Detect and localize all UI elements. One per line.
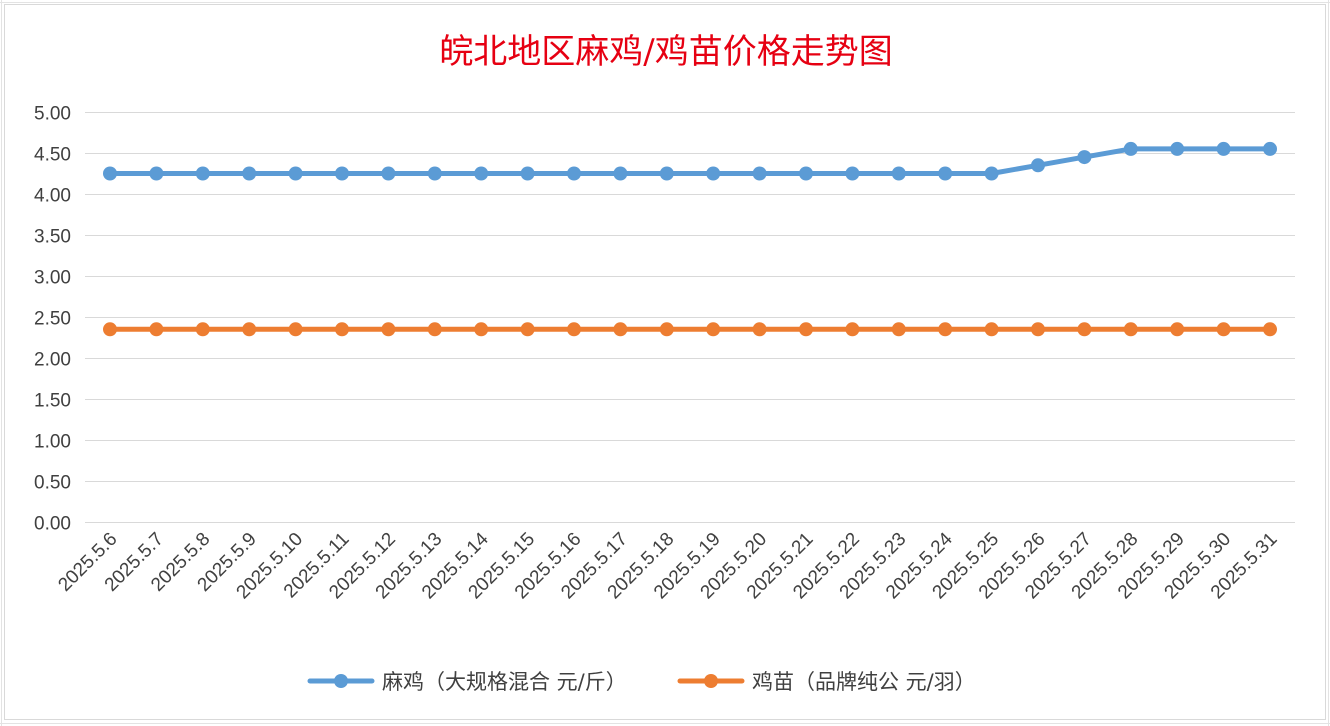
data-point[interactable]: [1031, 322, 1045, 337]
legend-swatch-marker: [334, 674, 348, 688]
data-point[interactable]: [288, 166, 303, 181]
data-point[interactable]: [195, 166, 210, 181]
series-1: [103, 141, 1277, 181]
data-point[interactable]: [1170, 141, 1185, 156]
data-point[interactable]: [891, 166, 906, 181]
y-tick-label: 2.50: [34, 309, 71, 330]
series-plot: [103, 141, 1277, 337]
data-point[interactable]: [659, 322, 674, 337]
data-point[interactable]: [706, 166, 721, 181]
data-point[interactable]: [1031, 158, 1045, 173]
series-2: [103, 322, 1277, 337]
data-point[interactable]: [613, 166, 628, 181]
legend[interactable]: 麻鸡（大规格混合 元/斤） 鸡苗（品牌纯公 元/羽）: [307, 670, 976, 694]
data-point[interactable]: [335, 322, 349, 337]
series-line: [107, 146, 1273, 176]
legend-item-1[interactable]: 麻鸡（大规格混合 元/斤）: [307, 670, 627, 694]
legend-swatch-marker: [704, 674, 718, 688]
data-point[interactable]: [149, 322, 164, 337]
data-point[interactable]: [149, 166, 164, 181]
y-tick-label: 4.00: [34, 186, 71, 207]
data-point[interactable]: [288, 322, 303, 337]
y-tick-label: 1.00: [34, 432, 71, 453]
y-tick-label: 4.50: [34, 145, 71, 166]
data-point[interactable]: [613, 322, 628, 337]
legend-label: 麻鸡（大规格混合 元/斤）: [382, 670, 627, 694]
data-point[interactable]: [1077, 150, 1092, 165]
data-point[interactable]: [799, 166, 813, 181]
data-point[interactable]: [984, 322, 999, 337]
data-point[interactable]: [1123, 322, 1138, 337]
y-tick-label: 1.50: [34, 391, 71, 412]
data-point[interactable]: [1170, 322, 1185, 337]
data-point[interactable]: [799, 322, 813, 337]
data-point[interactable]: [195, 322, 210, 337]
y-tick-label: 0.50: [34, 473, 71, 494]
data-point[interactable]: [381, 166, 396, 181]
data-point[interactable]: [242, 166, 257, 181]
chart-title: 皖北地区麻鸡/鸡苗价格走势图: [439, 32, 892, 72]
x-axis-tick-labels: 2025.5.62025.5.72025.5.82025.5.92025.5.1…: [54, 528, 1281, 603]
data-point[interactable]: [335, 166, 349, 181]
data-point[interactable]: [103, 166, 117, 181]
data-point[interactable]: [659, 166, 674, 181]
data-point[interactable]: [474, 166, 489, 181]
data-point[interactable]: [1263, 141, 1277, 156]
data-point[interactable]: [520, 166, 535, 181]
chart-area[interactable]: 皖北地区麻鸡/鸡苗价格走势图 0.00 0.50 1.00 1.50 2.00 2.50 3…: [4, 4, 1326, 720]
data-point[interactable]: [103, 322, 117, 337]
y-axis-tick-labels: 0.00 0.50 1.00 1.50 2.00 2.50 3.00 3.50 4.00 4.50…: [34, 104, 71, 535]
data-point[interactable]: [1123, 141, 1138, 156]
line-chart: 皖北地区麻鸡/鸡苗价格走势图 0.00 0.50 1.00 1.50 2.00 2.50 3…: [34, 32, 1295, 694]
legend-label: 鸡苗（品牌纯公 元/羽）: [752, 670, 976, 694]
data-point[interactable]: [938, 166, 953, 181]
data-point[interactable]: [845, 166, 860, 181]
data-point[interactable]: [520, 322, 535, 337]
data-point[interactable]: [567, 166, 581, 181]
y-tick-label: 2.00: [34, 350, 71, 371]
y-tick-label: 3.50: [34, 227, 71, 248]
data-point[interactable]: [984, 166, 999, 181]
legend-item-2[interactable]: 鸡苗（品牌纯公 元/羽）: [677, 670, 976, 694]
data-point[interactable]: [474, 322, 489, 337]
data-point[interactable]: [427, 322, 442, 337]
y-tick-label: 0.00: [34, 514, 71, 535]
y-tick-label: 3.00: [34, 268, 71, 289]
data-point[interactable]: [938, 322, 953, 337]
data-point[interactable]: [1077, 322, 1092, 337]
data-point[interactable]: [427, 166, 442, 181]
data-point[interactable]: [845, 322, 860, 337]
data-point[interactable]: [1216, 141, 1231, 156]
y-tick-label: 5.00: [34, 104, 71, 125]
data-point[interactable]: [381, 322, 396, 337]
data-point[interactable]: [752, 322, 767, 337]
data-point[interactable]: [242, 322, 257, 337]
data-point[interactable]: [706, 322, 721, 337]
data-point[interactable]: [891, 322, 906, 337]
data-point[interactable]: [1216, 322, 1231, 337]
data-point[interactable]: [567, 322, 581, 337]
data-point[interactable]: [752, 166, 767, 181]
data-point[interactable]: [1263, 322, 1277, 337]
